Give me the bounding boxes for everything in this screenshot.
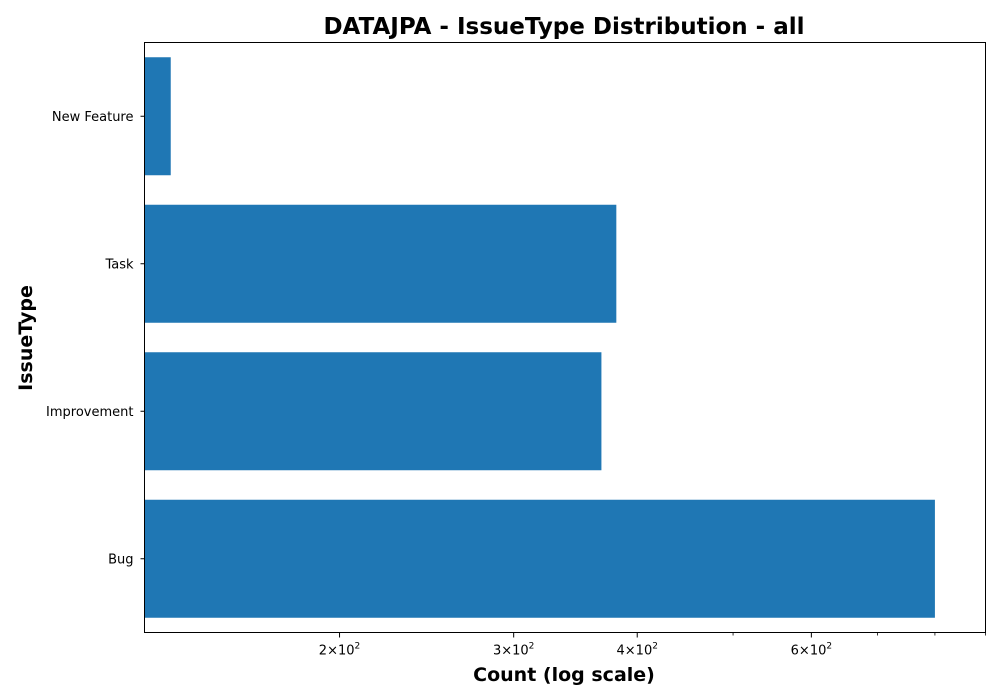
bar-task bbox=[144, 204, 617, 323]
x-tick-base: 10 bbox=[636, 644, 653, 659]
x-tick-times: × bbox=[799, 644, 810, 659]
x-axis-label: Count (log scale) bbox=[473, 664, 655, 686]
x-axis-ticks: 2×102 3×102 4×102 6×102 bbox=[319, 632, 986, 659]
x-tick-exponent: 2 bbox=[355, 642, 361, 652]
x-tick-mantissa: 2 bbox=[319, 644, 327, 659]
x-tick-base: 10 bbox=[810, 644, 827, 659]
x-tick-exponent: 2 bbox=[826, 642, 832, 652]
x-tick-label: 6×102 bbox=[791, 642, 832, 659]
x-tick-times: × bbox=[625, 644, 636, 659]
x-tick-label: 4×102 bbox=[616, 642, 657, 659]
plot-frame bbox=[144, 42, 986, 633]
x-tick-label: 2×102 bbox=[319, 642, 360, 659]
x-tick-mantissa: 4 bbox=[616, 644, 624, 659]
bars-group bbox=[144, 57, 935, 618]
y-axis-label: IssueType bbox=[15, 285, 37, 391]
bar-improvement bbox=[144, 352, 602, 471]
x-tick-label: 3×102 bbox=[493, 642, 534, 659]
x-tick-mantissa: 6 bbox=[791, 644, 799, 659]
x-tick-times: × bbox=[327, 644, 338, 659]
x-tick-base: 10 bbox=[338, 644, 355, 659]
x-tick-exponent: 2 bbox=[652, 642, 658, 652]
y-tick-label: Bug bbox=[108, 552, 133, 567]
bar-new-feature bbox=[144, 57, 171, 176]
y-tick-label: New Feature bbox=[52, 110, 134, 125]
y-axis-ticks: Bug Improvement Task New Feature bbox=[46, 110, 145, 567]
chart-title: DATAJPA - IssueType Distribution - all bbox=[323, 14, 804, 40]
y-tick-label: Improvement bbox=[46, 405, 133, 420]
x-tick-times: × bbox=[501, 644, 512, 659]
x-tick-mantissa: 3 bbox=[493, 644, 501, 659]
x-tick-base: 10 bbox=[512, 644, 529, 659]
y-tick-label: Task bbox=[104, 257, 134, 272]
x-tick-exponent: 2 bbox=[529, 642, 535, 652]
bar-bug bbox=[144, 499, 935, 618]
